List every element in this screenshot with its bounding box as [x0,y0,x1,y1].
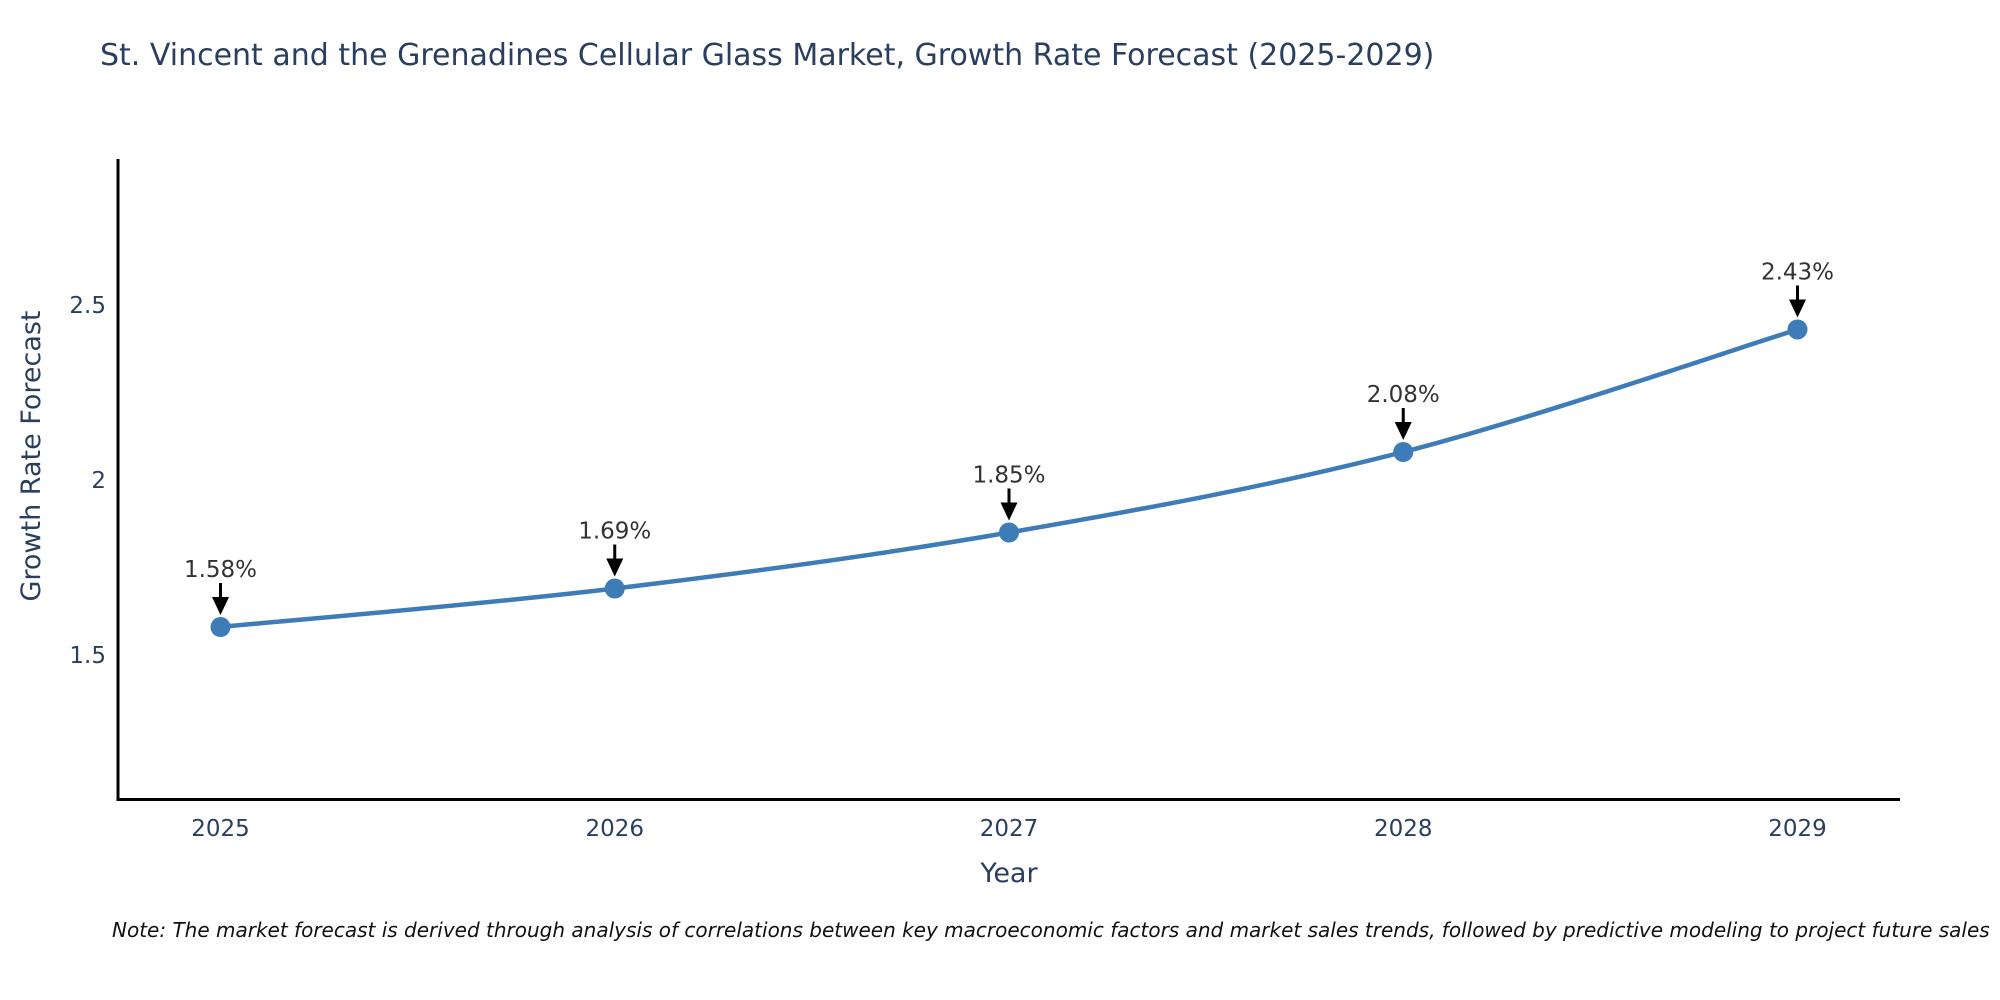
x-tick-label: 2029 [1768,816,1827,842]
point-annotation: 2.43% [1761,259,1834,318]
annotation-label: 2.08% [1367,382,1440,408]
data-point-marker [1393,441,1414,462]
annotation-label: 1.58% [184,557,257,583]
x-tick-label: 2025 [191,816,250,842]
annotation-arrow-head [606,558,624,577]
y-tick-labels: 1.5 2 2.5 [69,293,106,669]
x-tick-label: 2027 [980,816,1039,842]
footnote: Note: The market forecast is derived thr… [112,918,1990,942]
annotations: 1.58% 1.69% 1.85% 2.08% 2.43% [184,259,1834,615]
annotation-arrow-head [1394,422,1412,440]
point-annotation: 2.08% [1367,382,1440,440]
x-tick-label: 2028 [1374,816,1433,842]
x-axis-title: Year [980,858,1038,889]
y-tick-label: 1.5 [69,643,106,669]
point-annotation: 1.58% [184,557,257,615]
annotation-label: 2.43% [1761,259,1834,285]
chart-title: St. Vincent and the Grenadines Cellular … [100,38,1435,73]
data-point-marker [1787,319,1808,340]
x-tick-labels: 2025 2026 2027 2028 2029 [191,816,1827,842]
data-point-marker [210,617,231,638]
annotation-arrow-head [212,597,230,615]
annotation-arrow-head [1788,299,1806,318]
annotation-label: 1.85% [972,463,1045,489]
point-annotation: 1.69% [578,519,651,577]
annotation-arrow-head [1000,502,1018,521]
data-point-marker [604,578,625,599]
y-tick-label: 2.5 [69,293,106,319]
data-point-marker [999,522,1019,543]
y-tick-label: 2 [91,468,106,494]
x-tick-label: 2026 [585,816,644,842]
axes [116,159,1900,801]
point-annotation: 1.85% [972,463,1046,521]
annotation-label: 1.69% [578,519,651,545]
line-series [210,319,1808,638]
